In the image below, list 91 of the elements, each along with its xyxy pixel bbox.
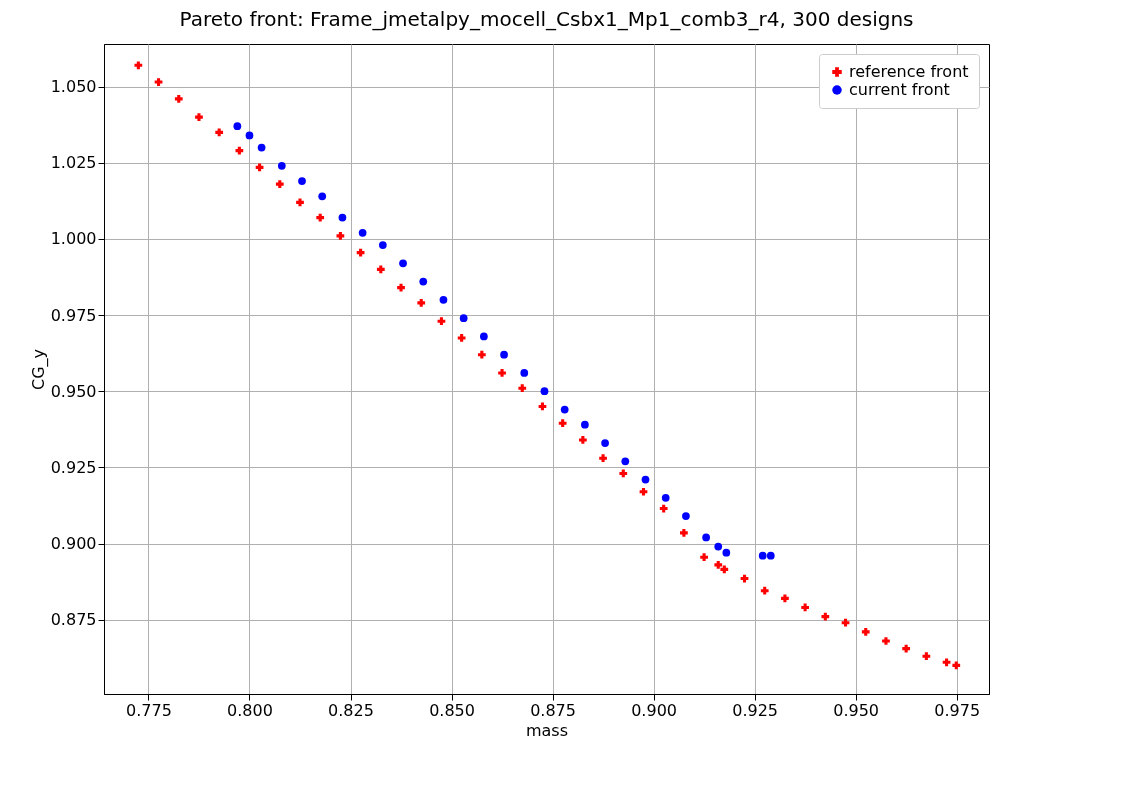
- point: [841, 618, 850, 627]
- point: [821, 612, 830, 621]
- point: [861, 627, 870, 636]
- point: [518, 384, 527, 393]
- point: [275, 180, 284, 188]
- point: [558, 419, 567, 428]
- x-tick-label: 0.925: [732, 700, 779, 720]
- y-tick-label: 1.050: [50, 77, 97, 97]
- y-axis-title: CG_y: [28, 348, 49, 391]
- point: [233, 122, 242, 131]
- point: [722, 548, 731, 557]
- point: [682, 512, 690, 520]
- point: [641, 475, 650, 484]
- chart-title: Pareto front: Frame_jmetalpy_mocell_Csbx1_Mp1_comb3_r4, 300 designs: [179, 7, 914, 31]
- point: [338, 213, 347, 222]
- point: [922, 652, 931, 661]
- point: [397, 283, 405, 292]
- point: [257, 143, 266, 152]
- y-tick-label: 1.025: [50, 153, 97, 173]
- point: [419, 277, 428, 286]
- point: [255, 163, 264, 172]
- point: [659, 504, 668, 513]
- point: [882, 637, 890, 645]
- point: [599, 454, 607, 463]
- point: [439, 295, 448, 304]
- point: [376, 265, 385, 274]
- point: [417, 299, 426, 307]
- x-tick-label: 0.950: [833, 700, 880, 720]
- point: [639, 487, 648, 496]
- x-tick-label: 0.975: [934, 700, 981, 720]
- legend-label: reference front: [849, 62, 969, 81]
- point: [174, 94, 183, 103]
- point: [399, 259, 407, 268]
- point: [758, 551, 767, 560]
- point: [356, 248, 365, 257]
- x-tick-label: 0.900: [631, 700, 677, 720]
- point: [477, 350, 486, 359]
- point: [498, 369, 506, 377]
- point: [318, 192, 327, 201]
- point: [540, 387, 549, 396]
- point: [902, 644, 911, 653]
- point: [601, 439, 609, 447]
- point: [702, 533, 710, 542]
- point: [277, 161, 286, 170]
- point: [579, 436, 587, 444]
- point: [154, 78, 163, 86]
- x-tick-label: 0.825: [328, 700, 374, 720]
- point: [296, 198, 304, 207]
- point: [714, 560, 723, 569]
- point: [500, 350, 508, 359]
- point: [766, 551, 775, 560]
- point: [700, 553, 708, 562]
- point: [621, 457, 630, 466]
- point: [801, 603, 809, 612]
- point: [720, 565, 729, 574]
- point: [195, 113, 203, 121]
- x-axis-title: mass: [525, 720, 569, 740]
- point: [520, 369, 529, 377]
- y-tick-label: 0.975: [50, 305, 97, 325]
- point: [437, 317, 446, 326]
- y-tick-label: 0.900: [50, 534, 97, 554]
- x-tick-label: 0.800: [227, 700, 273, 720]
- point: [457, 334, 466, 342]
- y-tick-label: 0.925: [50, 457, 97, 477]
- point: [952, 661, 961, 670]
- point: [714, 542, 723, 551]
- point: [619, 469, 628, 478]
- point: [358, 228, 367, 237]
- y-tick-label: 0.950: [50, 381, 97, 401]
- point: [581, 420, 589, 429]
- point: [760, 586, 769, 595]
- x-tick-label: 0.875: [530, 700, 576, 720]
- point: [298, 177, 306, 185]
- point: [661, 493, 670, 502]
- point: [560, 405, 569, 414]
- y-tick-label: 1.000: [50, 229, 97, 249]
- point: [215, 128, 224, 137]
- x-tick-label: 0.850: [429, 700, 475, 720]
- x-tick-label: 0.775: [126, 700, 172, 720]
- point: [459, 314, 468, 322]
- point: [378, 241, 387, 249]
- point: [781, 594, 789, 603]
- point: [336, 232, 345, 240]
- point: [680, 529, 688, 537]
- point: [245, 131, 254, 140]
- point: [134, 61, 143, 70]
- point: [942, 658, 951, 667]
- y-tick-label: 0.875: [50, 610, 97, 630]
- point: [316, 213, 325, 222]
- legend-label: current front: [849, 80, 950, 99]
- point: [479, 332, 488, 341]
